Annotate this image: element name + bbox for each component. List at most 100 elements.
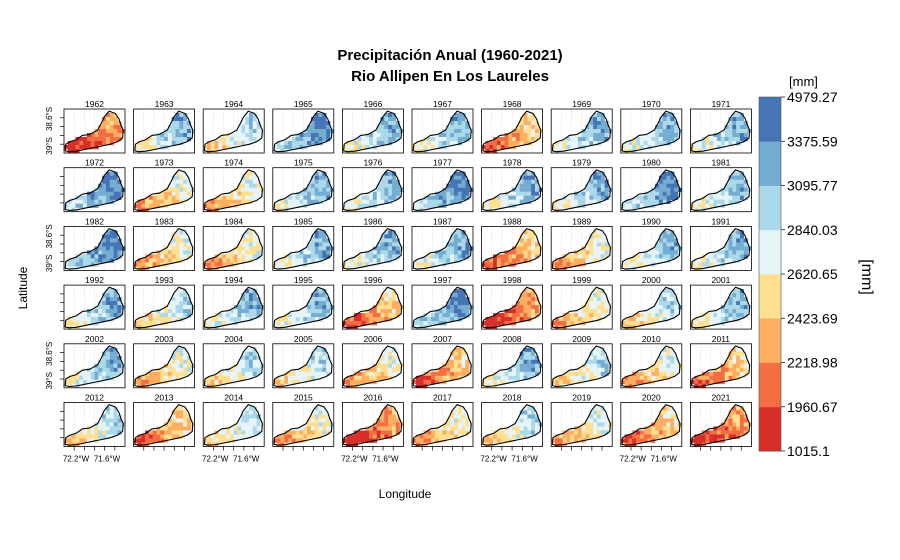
raster-cell: [531, 297, 536, 302]
raster-cell: [519, 371, 524, 377]
latitude-tick-labels: 38.6°S39°S: [45, 342, 54, 390]
raster-cell: [500, 375, 505, 381]
raster-cell: [395, 246, 400, 251]
panel-year-label: 1974: [224, 158, 243, 168]
raster-cell: [376, 359, 381, 365]
panel-year-label: 1999: [572, 275, 591, 285]
raster-cell: [105, 414, 111, 419]
raster-cell: [179, 293, 184, 298]
raster-cell: [105, 406, 111, 411]
raster-cell: [589, 250, 594, 255]
raster-cell: [183, 355, 188, 361]
basin-outline: [412, 345, 472, 388]
basin-outline: [134, 345, 194, 388]
raster-cell: [365, 434, 370, 439]
raster-cell: [717, 375, 722, 381]
raster-cell: [519, 238, 524, 243]
raster-cell: [457, 313, 462, 318]
panel-frame: [63, 108, 126, 154]
raster-cell: [698, 258, 703, 263]
raster-cell: [380, 430, 385, 435]
raster-cell: [186, 121, 192, 126]
raster-cell: [523, 171, 528, 176]
raster-cell: [98, 422, 103, 427]
raster-cell: [728, 246, 733, 251]
raster-cell: [280, 317, 285, 322]
raster-cell: [241, 242, 246, 247]
raster-cell: [523, 363, 528, 369]
raster-cell: [555, 321, 560, 326]
raster-cell: [666, 297, 671, 302]
raster-cell: [98, 317, 103, 322]
raster-cell: [655, 133, 660, 138]
raster-cell: [643, 367, 648, 373]
raster-cell: [310, 355, 316, 361]
raster-cell: [160, 434, 165, 439]
raster-cell: [504, 367, 509, 373]
raster-cell: [496, 203, 501, 208]
raster-cell: [167, 125, 173, 130]
raster-cell: [380, 359, 385, 365]
raster-cell: [222, 375, 227, 381]
raster-cell: [98, 363, 103, 369]
raster-cell: [670, 133, 675, 138]
raster-cell: [628, 145, 633, 150]
raster-cell: [350, 262, 355, 267]
raster-cell: [299, 199, 304, 204]
raster-cell: [318, 305, 323, 310]
raster-cell: [248, 175, 254, 180]
raster-cell: [167, 129, 173, 134]
raster-cell: [186, 246, 192, 251]
raster-cell: [109, 121, 114, 126]
raster-cell: [326, 301, 331, 306]
raster-cell: [83, 317, 88, 322]
raster-cell: [713, 367, 718, 373]
raster-cell: [593, 121, 598, 126]
raster-cell: [713, 258, 718, 263]
raster-cell: [523, 258, 528, 263]
raster-cell: [384, 367, 389, 373]
basin-outline: [691, 286, 751, 329]
raster-cell: [248, 187, 254, 192]
raster-cell: [562, 203, 567, 208]
raster-cell: [175, 195, 180, 200]
raster-cell: [148, 375, 153, 381]
raster-cell: [419, 203, 424, 208]
raster-cell: [395, 179, 400, 184]
raster-cell: [105, 133, 111, 138]
raster-cell: [152, 137, 157, 142]
raster-cell: [728, 121, 733, 126]
raster-cell: [295, 141, 300, 146]
raster-cell: [670, 418, 675, 423]
raster-cell: [596, 289, 602, 294]
raster-cell: [523, 129, 528, 134]
raster-cell: [369, 367, 374, 373]
raster-cell: [376, 258, 381, 263]
raster-cell: [94, 141, 99, 146]
raster-cell: [391, 121, 397, 126]
raster-cell: [361, 258, 366, 263]
raster-cell: [596, 367, 602, 373]
raster-cell: [365, 262, 370, 267]
raster-cell: [566, 321, 571, 326]
raster-cell: [728, 141, 733, 146]
raster-cell: [117, 183, 122, 188]
raster-cell: [698, 141, 703, 146]
raster-cell: [109, 179, 114, 184]
raster-cell: [102, 422, 107, 427]
raster-cell: [465, 191, 470, 196]
panel-1966: 1966: [341, 99, 404, 154]
raster-cell: [453, 363, 459, 369]
raster-cell: [376, 418, 381, 423]
raster-cell: [434, 309, 439, 314]
raster-cell: [736, 309, 741, 314]
raster-cell: [252, 238, 257, 243]
raster-cell: [515, 422, 521, 427]
raster-cell: [175, 367, 180, 373]
raster-cell: [527, 187, 532, 192]
raster-cell: [523, 113, 528, 118]
raster-cell: [376, 125, 381, 130]
raster-cell: [372, 191, 378, 196]
raster-cell: [508, 321, 513, 326]
panel-1968: 1968: [481, 99, 544, 154]
